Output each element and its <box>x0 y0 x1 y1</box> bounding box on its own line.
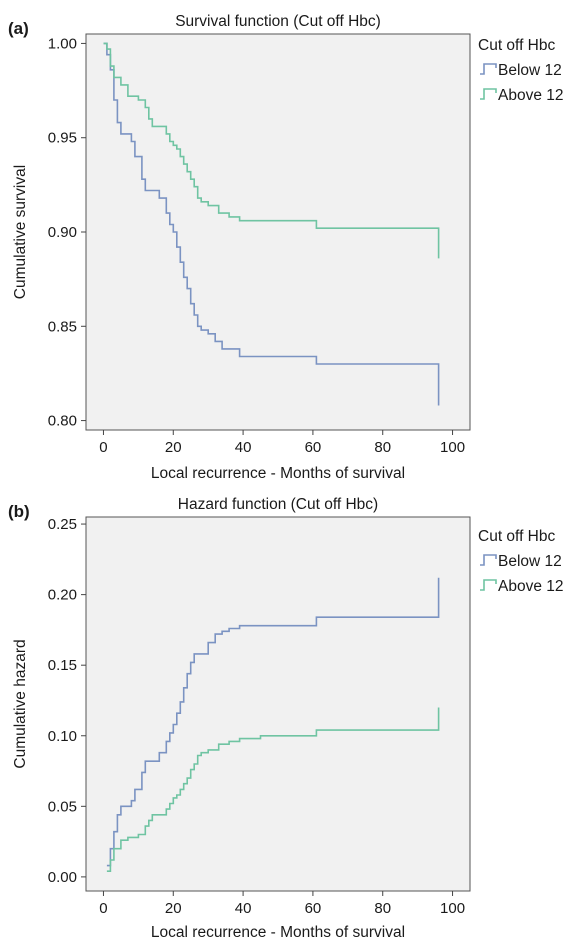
x-tick-label: 80 <box>374 900 391 917</box>
x-tick-label: 40 <box>235 439 252 456</box>
legend-swatch-below-12 <box>480 63 497 75</box>
survival-y-axis-label: Cumulative survival <box>12 165 29 299</box>
survival-plot-area <box>85 33 471 431</box>
hazard-series <box>106 577 440 872</box>
y-tick-label: 0.05 <box>48 798 77 815</box>
survival-series <box>103 42 440 406</box>
hazard-legend-title: Cut off Hbc <box>478 528 556 545</box>
y-tick-label: 0.20 <box>48 587 77 604</box>
hazard-x-ticks: 0 20 40 60 80 100 <box>99 891 465 917</box>
x-tick-label: 20 <box>165 900 182 917</box>
legend-swatch-below-12 <box>480 554 497 566</box>
survival-y-ticks: 0.80 0.85 0.90 0.95 1.00 <box>48 35 86 430</box>
legend-swatch-above-12 <box>480 88 497 100</box>
series-line-above-12 <box>106 707 440 872</box>
y-tick-label: 0.00 <box>48 869 77 886</box>
survival-legend-items: Below 12 Above 12 <box>480 62 564 104</box>
hazard-y-ticks: 0.00 0.05 0.10 0.15 0.20 0.25 <box>48 516 86 886</box>
survival-panel: (a) Survival function (Cut off Hbc) 0 20 4… <box>8 13 564 482</box>
x-tick-label: 80 <box>374 439 391 456</box>
y-tick-label: 0.15 <box>48 657 77 674</box>
legend-label-below-12: Below 12 <box>498 553 562 570</box>
y-tick-label: 0.25 <box>48 516 77 533</box>
hazard-plot-area <box>85 516 471 892</box>
survival-legend-title: Cut off Hbc <box>478 37 556 54</box>
survival-x-axis-label: Local recurrence - Months of survival <box>151 465 405 482</box>
panel-label-b: (b) <box>8 502 30 521</box>
y-tick-label: 0.10 <box>48 728 77 745</box>
legend-label-below-12: Below 12 <box>498 62 562 79</box>
x-tick-label: 100 <box>440 439 465 456</box>
series-line-below-12 <box>103 42 440 406</box>
y-tick-label: 0.90 <box>48 224 77 241</box>
hazard-x-axis-label: Local recurrence - Months of survival <box>151 924 405 941</box>
survival-x-ticks: 0 20 40 60 80 100 <box>99 430 465 456</box>
legend-label-above-12: Above 12 <box>498 87 564 104</box>
x-tick-label: 60 <box>305 439 322 456</box>
survival-title: Survival function (Cut off Hbc) <box>175 13 381 30</box>
series-line-above-12 <box>103 42 440 259</box>
y-tick-label: 0.95 <box>48 130 77 147</box>
hazard-panel: (b) Hazard function (Cut off Hbc) 0 20 40 6… <box>8 496 564 941</box>
y-tick-label: 0.80 <box>48 413 77 430</box>
y-tick-label: 1.00 <box>48 35 77 52</box>
hazard-legend-items: Below 12 Above 12 <box>480 553 564 595</box>
x-tick-label: 60 <box>305 900 322 917</box>
x-tick-label: 0 <box>99 439 107 456</box>
hazard-y-axis-label: Cumulative hazard <box>12 639 29 768</box>
panel-label-a: (a) <box>8 19 29 38</box>
series-line-below-12 <box>106 577 440 867</box>
x-tick-label: 100 <box>440 900 465 917</box>
hazard-title: Hazard function (Cut off Hbc) <box>178 496 378 513</box>
legend-label-above-12: Above 12 <box>498 578 564 595</box>
x-tick-label: 40 <box>235 900 252 917</box>
x-tick-label: 20 <box>165 439 182 456</box>
survival-legend: Cut off Hbc Below 12 Above 12 <box>478 37 564 104</box>
x-tick-label: 0 <box>99 900 107 917</box>
hazard-legend: Cut off Hbc Below 12 Above 12 <box>478 528 564 595</box>
legend-swatch-above-12 <box>480 579 497 591</box>
y-tick-label: 0.85 <box>48 318 77 335</box>
